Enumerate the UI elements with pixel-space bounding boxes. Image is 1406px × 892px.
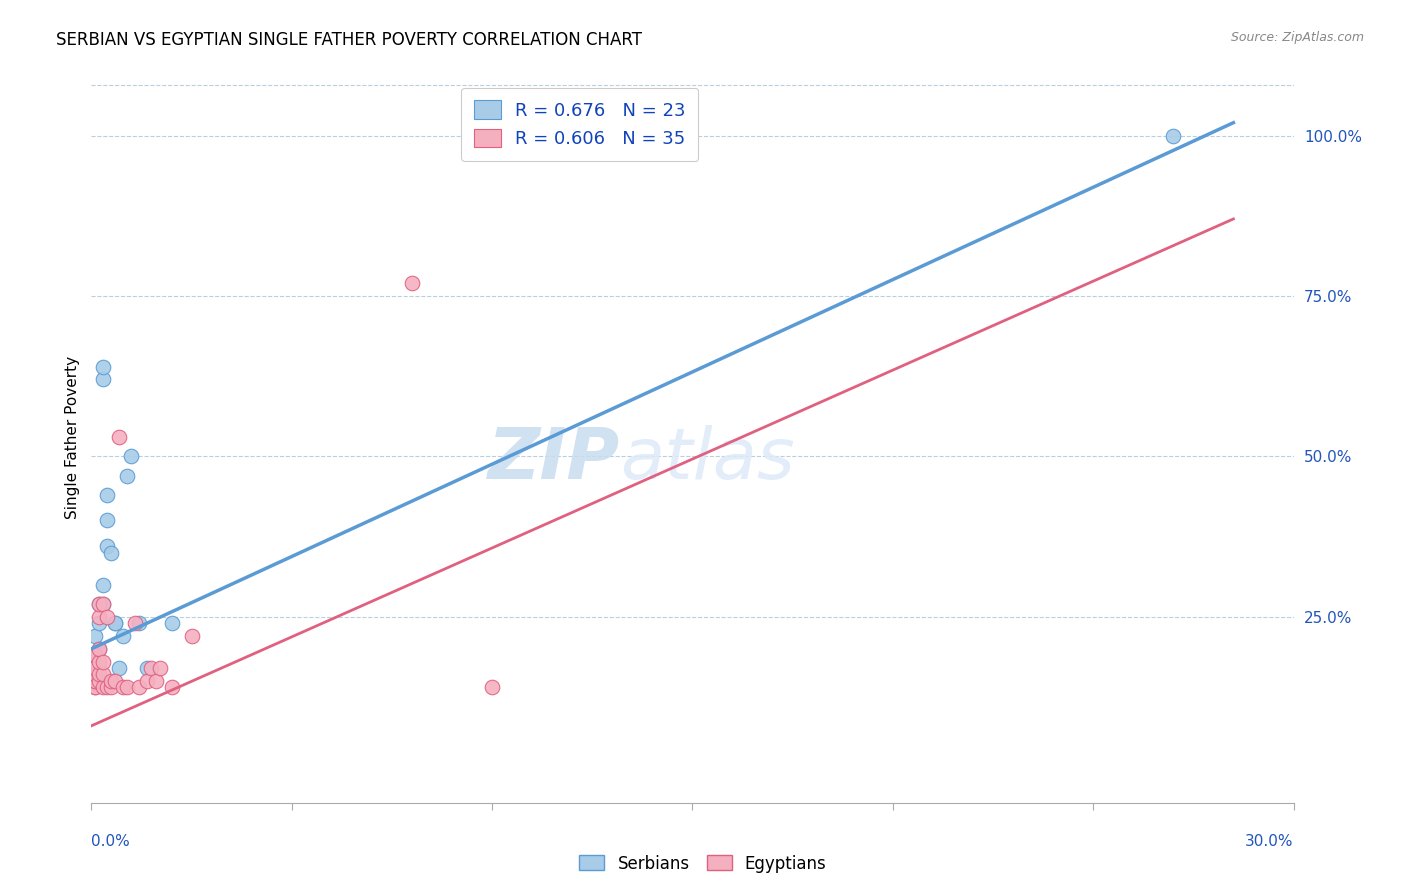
Legend: R = 0.676   N = 23, R = 0.606   N = 35: R = 0.676 N = 23, R = 0.606 N = 35 bbox=[461, 87, 699, 161]
Point bbox=[93, 359, 115, 374]
Point bbox=[89, 673, 111, 688]
Point bbox=[84, 661, 107, 675]
Point bbox=[89, 597, 111, 611]
Point bbox=[104, 616, 127, 631]
Point bbox=[84, 673, 107, 688]
Point bbox=[108, 661, 131, 675]
Point bbox=[89, 616, 111, 631]
Point bbox=[160, 616, 183, 631]
Point bbox=[96, 539, 118, 553]
Point bbox=[112, 681, 135, 695]
Point bbox=[160, 681, 183, 695]
Point bbox=[128, 616, 150, 631]
Point bbox=[84, 681, 107, 695]
Point bbox=[108, 430, 131, 444]
Point bbox=[84, 629, 107, 643]
Point bbox=[141, 661, 163, 675]
Point bbox=[89, 609, 111, 624]
Text: atlas: atlas bbox=[620, 425, 794, 493]
Text: SERBIAN VS EGYPTIAN SINGLE FATHER POVERTY CORRELATION CHART: SERBIAN VS EGYPTIAN SINGLE FATHER POVERT… bbox=[56, 31, 643, 49]
Point bbox=[93, 597, 115, 611]
Point bbox=[117, 681, 139, 695]
Point bbox=[89, 597, 111, 611]
Point bbox=[89, 655, 111, 669]
Point bbox=[93, 655, 115, 669]
Text: 30.0%: 30.0% bbox=[1246, 834, 1294, 849]
Point bbox=[84, 648, 107, 663]
Point bbox=[96, 488, 118, 502]
Point bbox=[112, 629, 135, 643]
Point bbox=[128, 681, 150, 695]
Point bbox=[136, 661, 159, 675]
Text: ZIP: ZIP bbox=[488, 425, 620, 493]
Point bbox=[84, 681, 107, 695]
Point bbox=[93, 577, 115, 591]
Point bbox=[481, 681, 503, 695]
Point bbox=[96, 609, 118, 624]
Text: Source: ZipAtlas.com: Source: ZipAtlas.com bbox=[1230, 31, 1364, 45]
Text: 0.0%: 0.0% bbox=[91, 834, 131, 849]
Point bbox=[100, 673, 122, 688]
Point bbox=[104, 616, 127, 631]
Point bbox=[100, 681, 122, 695]
Point bbox=[93, 667, 115, 681]
Point bbox=[121, 450, 143, 464]
Point bbox=[96, 681, 118, 695]
Point bbox=[93, 681, 115, 695]
Point bbox=[136, 673, 159, 688]
Point bbox=[84, 673, 107, 688]
Point bbox=[89, 641, 111, 656]
Point bbox=[93, 372, 115, 386]
Point bbox=[180, 629, 202, 643]
Point bbox=[93, 597, 115, 611]
Point bbox=[401, 276, 423, 290]
Y-axis label: Single Father Poverty: Single Father Poverty bbox=[65, 356, 80, 518]
Point bbox=[145, 673, 167, 688]
Point bbox=[89, 641, 111, 656]
Point bbox=[124, 616, 146, 631]
Point bbox=[84, 667, 107, 681]
Point bbox=[96, 514, 118, 528]
Point bbox=[148, 661, 170, 675]
Point bbox=[89, 667, 111, 681]
Point bbox=[1163, 128, 1185, 143]
Point bbox=[104, 673, 127, 688]
Point bbox=[117, 468, 139, 483]
Point bbox=[100, 545, 122, 559]
Legend: Serbians, Egyptians: Serbians, Egyptians bbox=[572, 848, 834, 880]
Point bbox=[84, 648, 107, 663]
